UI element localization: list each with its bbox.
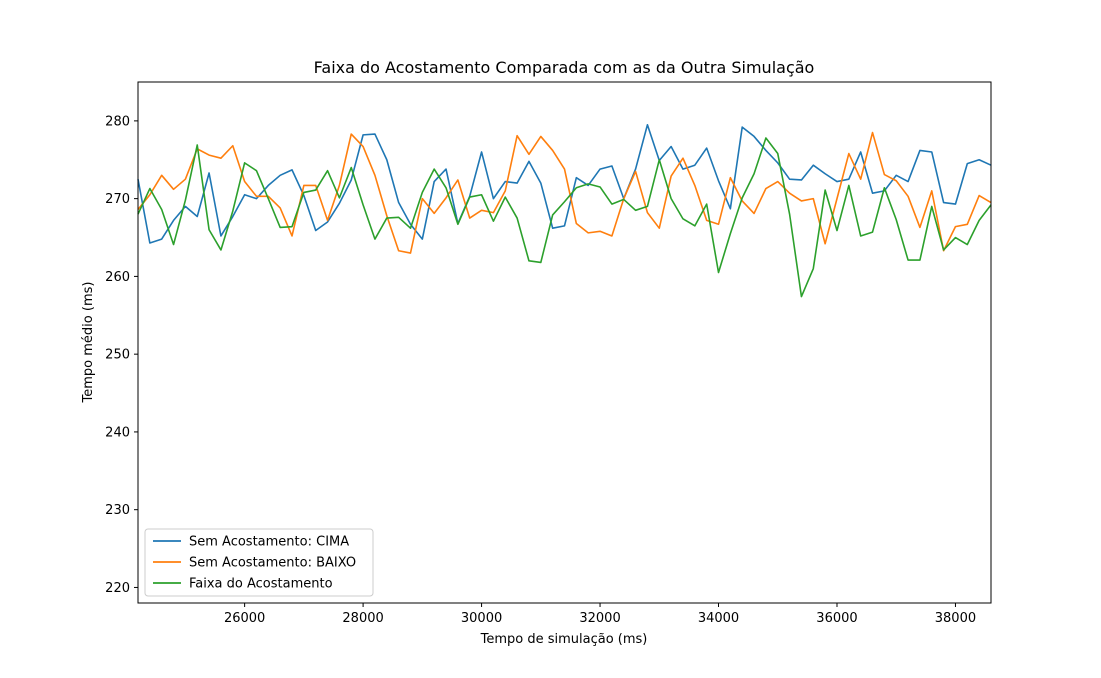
series-line-1	[137, 131, 992, 254]
y-tick-label: 270	[105, 192, 130, 207]
series-line-0	[137, 123, 992, 244]
y-tick-label: 220	[105, 581, 130, 596]
x-axis-label: Tempo de simulação (ms)	[480, 632, 648, 647]
series-line-2	[137, 137, 992, 298]
x-tick-label: 34000	[698, 611, 739, 626]
y-axis-ticks: 220 230 240 250 260 270 280	[105, 114, 138, 596]
plot-frame	[137, 81, 992, 604]
legend-label-0: Sem Acostamento: CIMA	[189, 535, 349, 550]
y-tick-label: 240	[105, 425, 130, 440]
x-axis-ticks: 26000 28000 30000 32000 34000 36000 38000	[224, 603, 976, 626]
x-tick-label: 30000	[461, 611, 502, 626]
x-tick-label: 28000	[342, 611, 383, 626]
x-tick-label: 38000	[935, 611, 976, 626]
x-tick-label: 32000	[579, 611, 620, 626]
x-tick-label: 26000	[224, 611, 265, 626]
chart-title: Faixa do Acostamento Comparada com as da…	[314, 58, 815, 77]
legend-label-1: Sem Acostamento: BAIXO	[189, 556, 356, 571]
x-tick-label: 36000	[816, 611, 857, 626]
series-layer	[137, 123, 992, 298]
legend-label-2: Faixa do Acostamento	[189, 577, 333, 592]
y-tick-label: 280	[105, 114, 130, 129]
y-axis-label: Tempo médio (ms)	[81, 282, 96, 404]
y-tick-label: 230	[105, 503, 130, 518]
y-tick-label: 260	[105, 270, 130, 285]
y-tick-label: 250	[105, 348, 130, 363]
legend: Sem Acostamento: CIMA Sem Acostamento: BA…	[144, 528, 374, 597]
legend-box	[144, 528, 374, 597]
